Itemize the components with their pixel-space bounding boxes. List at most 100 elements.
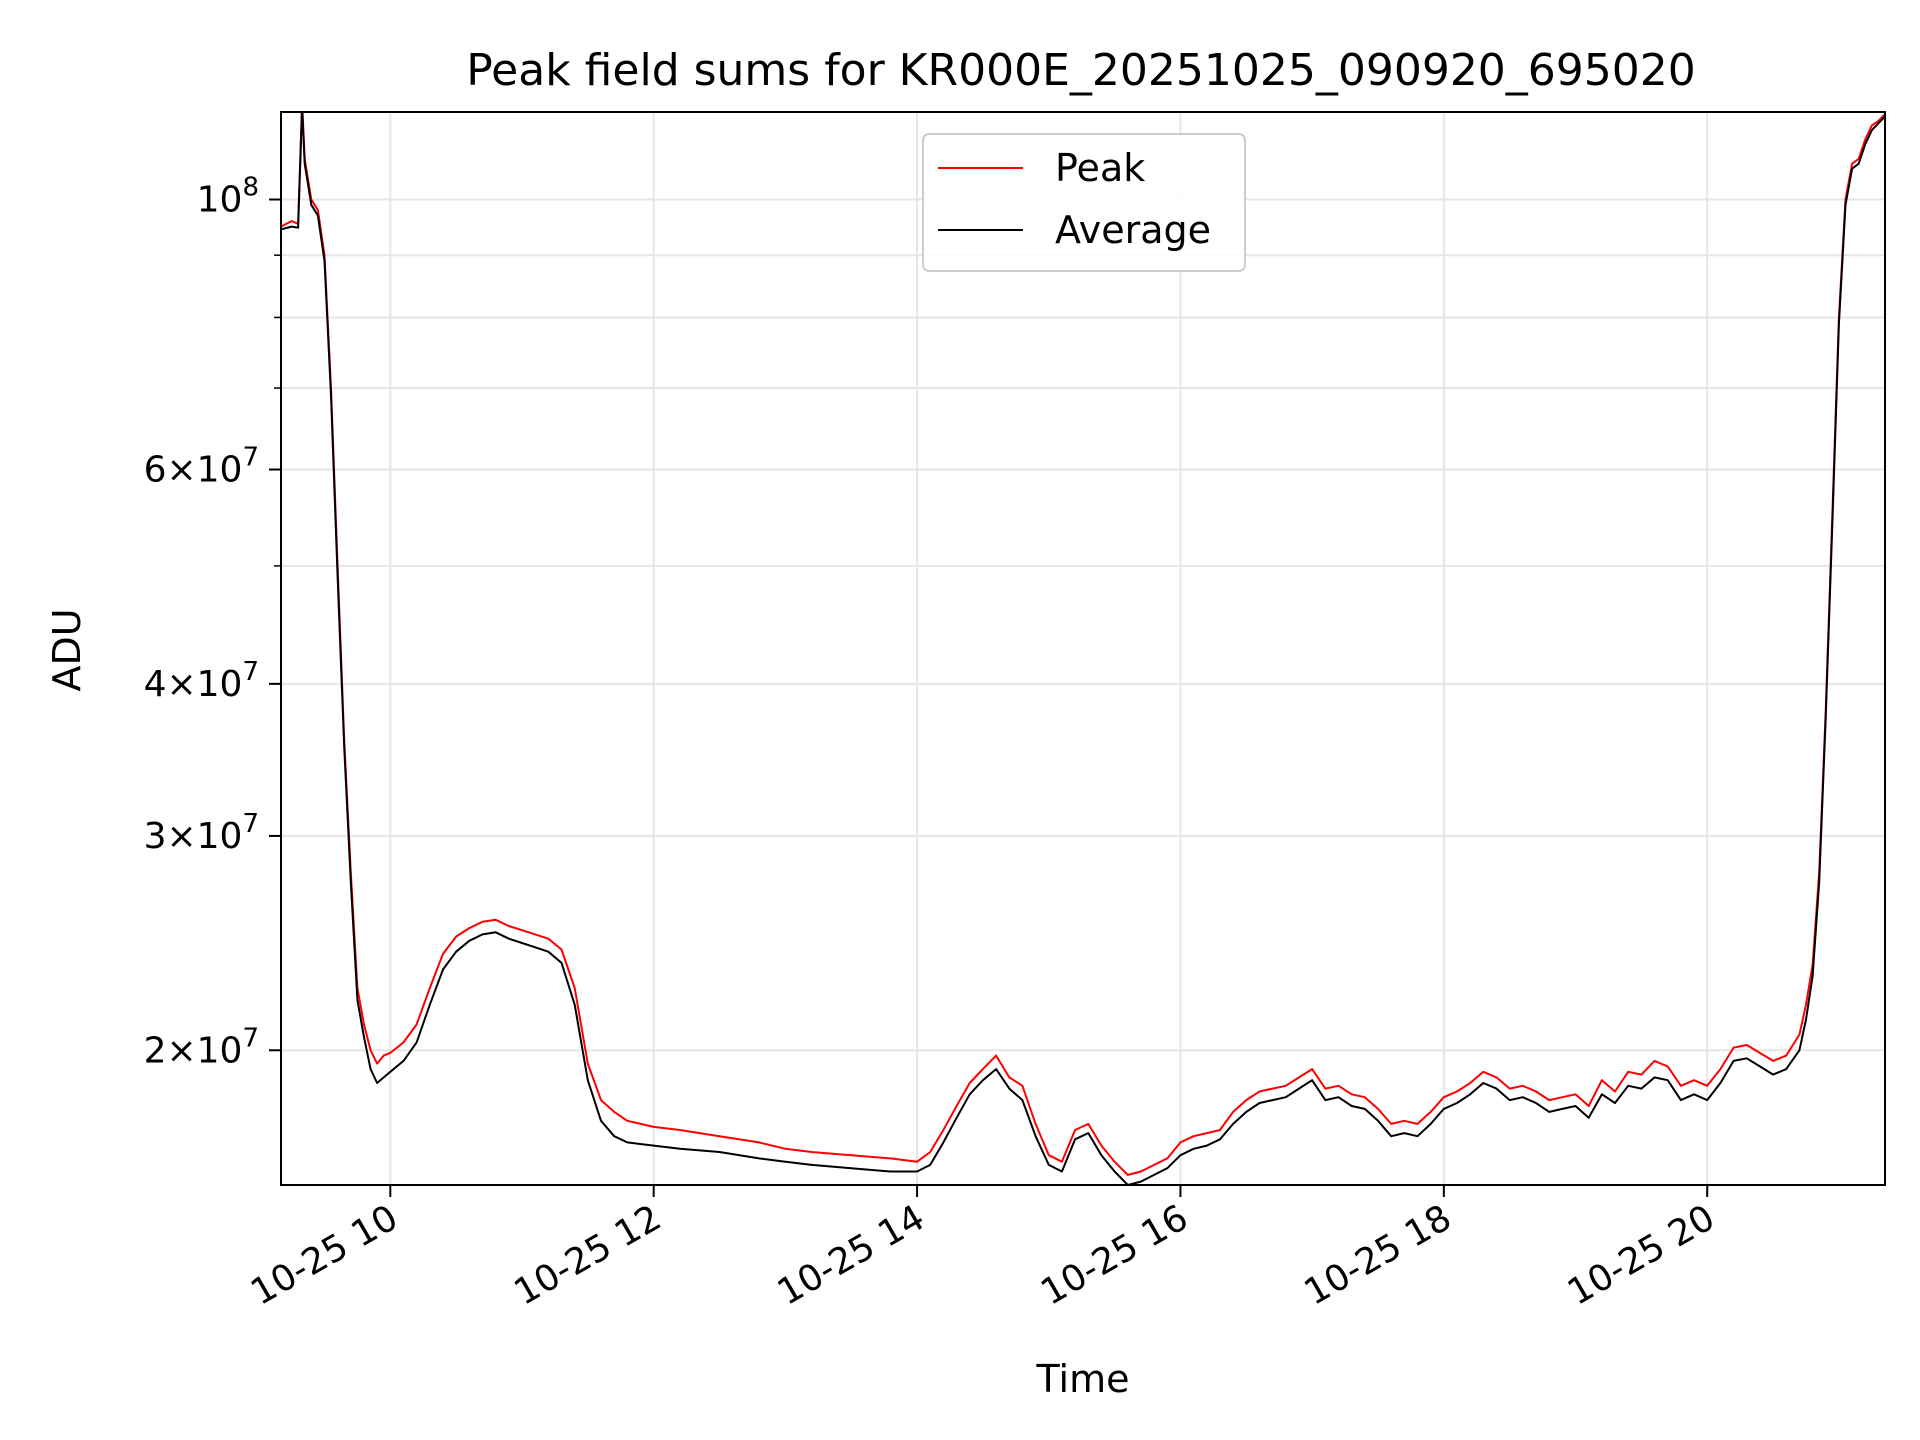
data-point-average	[1811, 975, 1814, 978]
data-point-average	[1548, 1111, 1550, 1113]
data-point-peak	[718, 1135, 721, 1137]
data-point-peak	[1232, 1111, 1234, 1113]
data-point-average	[1614, 1102, 1616, 1104]
data-point-peak	[508, 925, 510, 927]
data-point-average	[534, 946, 536, 949]
data-point-average	[1377, 1120, 1379, 1122]
data-point-average	[1798, 1049, 1801, 1052]
data-point-peak	[1166, 1157, 1169, 1160]
data-point-peak	[1456, 1090, 1458, 1093]
data-point-average	[1219, 1138, 1221, 1141]
data-point-average	[330, 394, 332, 397]
series-layer	[281, 112, 1885, 1185]
data-point-peak	[429, 987, 431, 989]
data-point-average	[573, 1003, 576, 1006]
data-point-peak	[889, 1157, 892, 1160]
data-point-average	[1048, 1164, 1050, 1166]
data-point-peak	[1706, 1085, 1708, 1087]
data-point-average	[1232, 1123, 1234, 1125]
data-point-average	[350, 881, 352, 883]
data-point-average	[1851, 167, 1853, 170]
data-point-average	[560, 962, 563, 964]
data-point-peak	[626, 1120, 629, 1122]
data-point-peak	[995, 1054, 997, 1057]
data-point-peak	[534, 933, 536, 936]
data-point-peak	[1443, 1096, 1445, 1098]
data-point-average	[995, 1068, 997, 1070]
data-point-peak	[1548, 1099, 1550, 1101]
y-tick-label: 6×107	[144, 443, 259, 491]
data-point-peak	[402, 1041, 405, 1044]
data-point-peak	[1324, 1087, 1327, 1090]
data-point-peak	[1087, 1123, 1090, 1125]
data-point-peak	[1745, 1044, 1748, 1046]
data-point-peak	[968, 1082, 971, 1084]
data-point-average	[626, 1141, 629, 1144]
data-point-average	[1113, 1170, 1116, 1173]
data-point-average	[1627, 1085, 1629, 1087]
data-point-peak	[1271, 1087, 1274, 1090]
chart-title: Peak field sums for KR000E_20251025_0909…	[466, 45, 1696, 96]
data-point-average	[1087, 1132, 1090, 1134]
data-point-average	[1140, 1180, 1142, 1183]
data-point-average	[1258, 1102, 1261, 1104]
data-point-average	[468, 940, 471, 942]
data-point-peak	[442, 953, 444, 955]
data-point-average	[1844, 204, 1847, 206]
data-point-average	[1745, 1057, 1748, 1060]
data-point-average	[1864, 143, 1866, 146]
data-point-average	[1824, 717, 1827, 719]
data-point-average	[784, 1160, 787, 1163]
data-point-average	[1482, 1082, 1485, 1084]
data-point-average	[481, 933, 484, 936]
data-point-peak	[1048, 1154, 1050, 1156]
data-point-average	[1403, 1132, 1406, 1134]
y-axis-label: ADU	[45, 608, 89, 691]
data-point-peak	[573, 987, 576, 989]
data-point-average	[613, 1135, 615, 1137]
data-point-peak	[1127, 1174, 1129, 1176]
data-point-peak	[587, 1062, 589, 1065]
plot-frame	[280, 111, 1886, 1186]
data-point-peak	[1680, 1085, 1682, 1087]
data-point-average	[402, 1060, 405, 1062]
data-point-average	[1561, 1108, 1564, 1110]
data-point-peak	[481, 921, 484, 923]
data-point-average	[297, 226, 299, 229]
data-point-peak	[560, 948, 563, 951]
legend: Peak Average	[922, 133, 1246, 272]
data-point-average	[1706, 1099, 1708, 1101]
data-point-peak	[1482, 1071, 1485, 1073]
data-point-peak	[1298, 1076, 1300, 1079]
data-point-peak	[1719, 1068, 1722, 1070]
data-point-peak	[600, 1099, 602, 1101]
data-point-average	[442, 968, 444, 971]
data-point-peak	[1285, 1085, 1287, 1087]
data-point-peak	[1429, 1111, 1432, 1113]
data-point-peak	[1851, 162, 1853, 165]
data-point-peak	[468, 927, 471, 929]
data-point-average	[1271, 1099, 1274, 1101]
data-point-average	[1508, 1099, 1511, 1101]
data-point-peak	[1601, 1079, 1603, 1081]
legend-label-peak: Peak	[1055, 146, 1145, 190]
data-point-peak	[955, 1105, 958, 1107]
data-point-peak	[1258, 1090, 1261, 1093]
data-point-average	[1680, 1099, 1682, 1101]
data-point-average	[521, 942, 523, 944]
data-point-peak	[1140, 1170, 1142, 1173]
y-axis: 108 6×107 4×107 3×107 2×107	[144, 172, 281, 1071]
data-point-average	[1100, 1154, 1103, 1156]
data-point-average	[336, 575, 339, 578]
data-point-average	[1469, 1093, 1471, 1096]
data-point-average	[1364, 1108, 1366, 1110]
data-point-peak	[1759, 1052, 1761, 1054]
data-point-peak	[1311, 1068, 1313, 1070]
data-point-peak	[1871, 124, 1873, 127]
data-point-average	[1443, 1108, 1445, 1110]
data-point-peak	[1153, 1164, 1155, 1166]
data-point-average	[955, 1117, 958, 1119]
data-point-average	[968, 1093, 971, 1096]
data-point-average	[1179, 1154, 1182, 1156]
data-point-average	[1324, 1099, 1327, 1101]
